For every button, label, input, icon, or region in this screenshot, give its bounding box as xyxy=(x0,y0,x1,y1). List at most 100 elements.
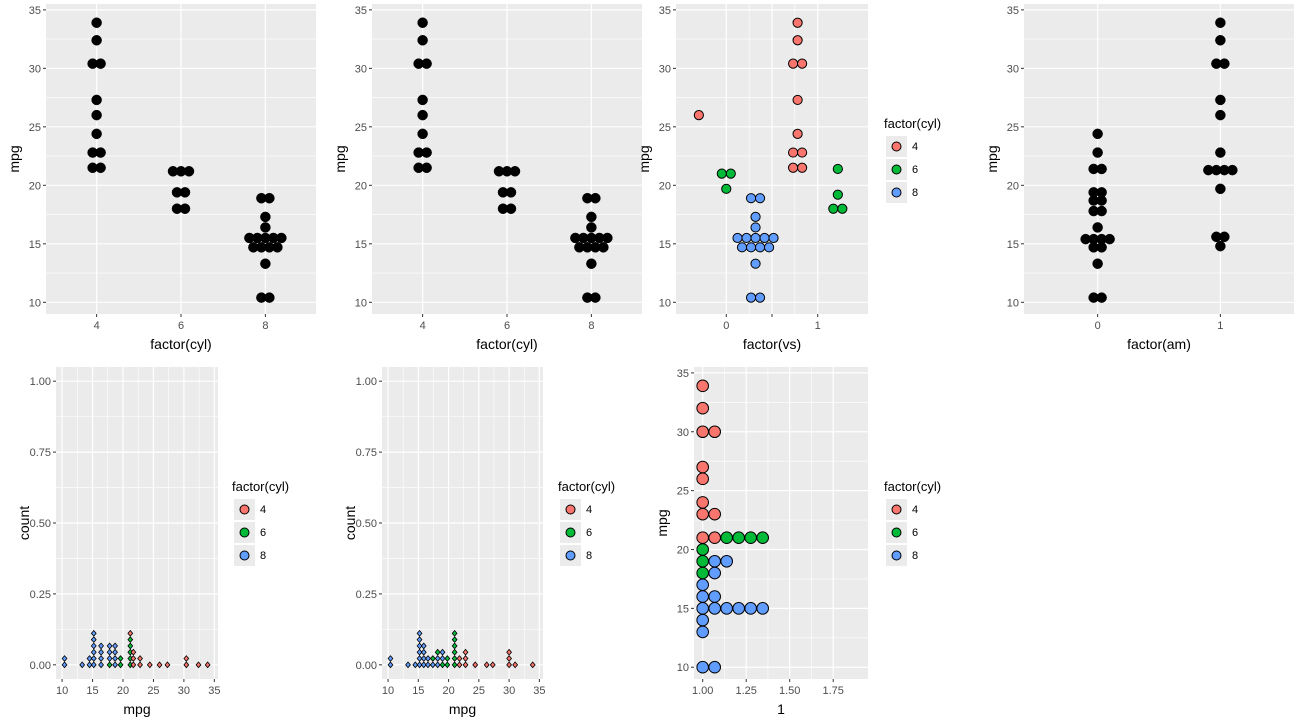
data-point xyxy=(489,661,496,669)
y-tick-label: 20 xyxy=(1007,180,1019,192)
chart-p1: 10 15 20 25 30 35 4 6 8 factor(cyl) mpg xyxy=(6,4,316,352)
data-point xyxy=(745,193,757,204)
data-point xyxy=(456,655,463,662)
data-point xyxy=(696,460,710,474)
legend-swatch xyxy=(891,187,902,198)
y-tick-label: 10 xyxy=(29,297,41,309)
data-point xyxy=(721,183,732,194)
data-point xyxy=(586,222,597,233)
data-point xyxy=(79,661,86,669)
data-point xyxy=(412,661,419,669)
x-axis-title: factor(vs) xyxy=(743,336,801,352)
data-point xyxy=(451,648,458,656)
data-point xyxy=(421,147,432,158)
data-point xyxy=(696,660,710,674)
data-point xyxy=(1227,164,1238,176)
x-tick-label: 1.75 xyxy=(822,685,843,697)
data-point xyxy=(696,578,710,592)
data-point xyxy=(837,203,848,214)
data-point xyxy=(1096,195,1107,206)
data-point xyxy=(91,35,102,46)
data-point xyxy=(750,222,761,233)
data-point xyxy=(421,162,432,174)
x-tick-label: 20 xyxy=(117,685,129,697)
x-axis-title: factor(cyl) xyxy=(150,336,211,352)
data-point xyxy=(792,17,803,28)
y-tick-label: 25 xyxy=(659,122,671,134)
data-point xyxy=(750,232,761,244)
data-point xyxy=(732,602,746,615)
data-point xyxy=(434,661,441,669)
legend-swatch xyxy=(239,550,250,561)
data-point xyxy=(1104,233,1115,245)
data-point xyxy=(708,531,722,545)
data-point xyxy=(416,629,423,637)
data-point xyxy=(429,655,436,662)
x-tick-label: 4 xyxy=(420,320,426,332)
y-tick-label: 0.00 xyxy=(356,660,377,672)
x-tick-label: 1.50 xyxy=(779,685,800,697)
data-point xyxy=(164,661,171,669)
data-point xyxy=(1215,17,1226,28)
x-tick-label: 1.00 xyxy=(692,685,713,697)
data-point xyxy=(130,661,137,669)
data-point xyxy=(696,554,710,568)
data-point xyxy=(130,648,137,656)
x-tick-label: 1 xyxy=(815,320,821,332)
data-point xyxy=(61,661,68,669)
data-point xyxy=(590,292,601,303)
y-tick-label: 35 xyxy=(659,5,671,17)
data-point xyxy=(260,222,271,233)
data-point xyxy=(792,35,803,46)
data-point xyxy=(745,242,757,253)
data-point xyxy=(708,425,722,439)
legend-label: 6 xyxy=(912,527,918,539)
y-tick-label: 15 xyxy=(29,239,41,251)
y-tick-label: 1.00 xyxy=(356,376,377,388)
legend-label: 4 xyxy=(912,504,918,516)
legend-title: factor(cyl) xyxy=(232,479,289,494)
legend-swatch xyxy=(891,550,902,561)
panel-background xyxy=(694,367,868,679)
data-point xyxy=(434,655,441,662)
data-point xyxy=(708,554,722,568)
legend-label: 8 xyxy=(586,550,592,562)
x-tick-label: 15 xyxy=(412,685,424,697)
data-point xyxy=(91,128,102,140)
data-point xyxy=(483,661,490,669)
data-point xyxy=(797,162,808,173)
data-point xyxy=(472,661,479,669)
data-point xyxy=(696,496,710,509)
data-point xyxy=(439,655,446,662)
data-point xyxy=(732,531,746,545)
x-tick-label: 8 xyxy=(588,320,594,332)
data-point xyxy=(91,94,102,106)
legend-swatch xyxy=(891,527,902,538)
data-point xyxy=(1215,94,1226,106)
x-tick-label: 10 xyxy=(382,685,394,697)
x-tick-label: 1.25 xyxy=(735,685,756,697)
data-point xyxy=(529,661,536,669)
y-tick-label: 25 xyxy=(677,486,689,498)
legend-swatch xyxy=(239,527,250,538)
data-point xyxy=(91,17,102,28)
y-tick-label: 25 xyxy=(355,122,367,134)
data-point xyxy=(462,648,469,656)
data-point xyxy=(421,58,432,69)
legend-label: 4 xyxy=(260,504,266,516)
data-point xyxy=(750,258,761,269)
data-point xyxy=(792,128,803,139)
y-tick-label: 15 xyxy=(355,239,367,251)
data-point xyxy=(696,602,710,615)
data-point xyxy=(420,648,427,656)
data-point xyxy=(741,232,752,244)
y-tick-label: 15 xyxy=(659,239,671,251)
y-tick-label: 10 xyxy=(677,662,689,674)
panel-background xyxy=(1024,4,1294,314)
data-point xyxy=(429,661,436,669)
y-tick-label: 30 xyxy=(29,63,41,75)
x-tick-label: 20 xyxy=(442,685,454,697)
data-point xyxy=(444,661,451,669)
data-point xyxy=(720,602,734,615)
data-point xyxy=(90,648,97,656)
